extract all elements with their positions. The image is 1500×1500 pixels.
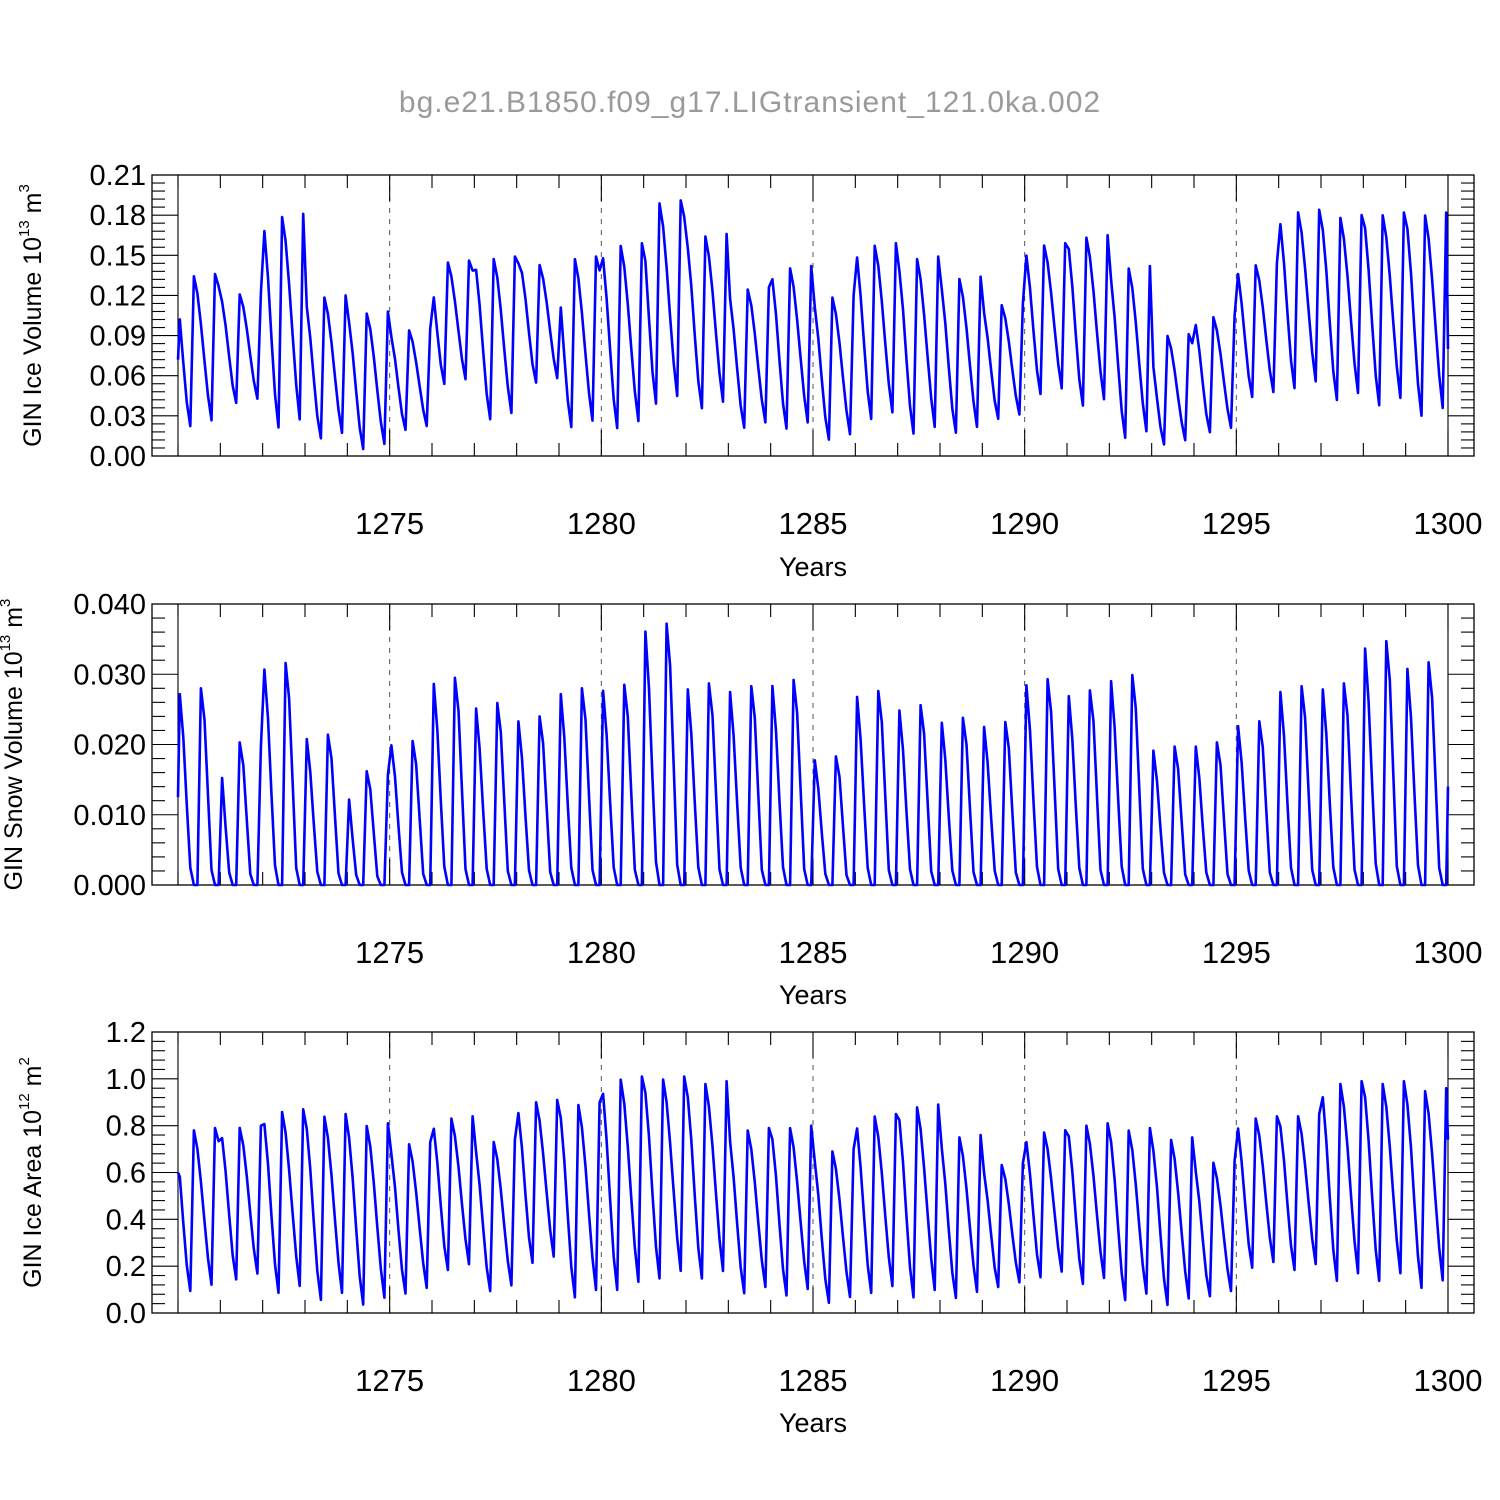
x-tick-label: 1295: [1202, 1363, 1271, 1398]
series-line: [176, 1075, 1450, 1307]
y-axis-title-exponent: 13: [0, 635, 14, 652]
x-tick-label: 1275: [355, 1363, 424, 1398]
y-axis-title: GIN Ice Area 1012 m2: [16, 1057, 47, 1288]
x-tick-label: 1285: [779, 1363, 848, 1398]
y-axis-title: GIN Ice Volume 1013 m3: [16, 184, 47, 447]
y-axis-title: GIN Snow Volume 1013 m3: [0, 599, 28, 891]
y-axis-title-unit-exponent: 3: [0, 599, 14, 607]
y-tick-label: 0.040: [73, 589, 146, 621]
y-tick-label: 0.03: [90, 401, 146, 433]
y-tick-label: 0.2: [106, 1251, 146, 1283]
x-tick-label: 1290: [990, 1363, 1059, 1398]
x-tick-label: 1295: [1202, 506, 1271, 541]
x-axis-title: Years: [779, 980, 847, 1010]
x-axis-title: Years: [779, 552, 847, 582]
y-axis-title-exponent: 13: [16, 220, 33, 237]
y-tick-label: 0.15: [90, 240, 146, 272]
y-tick-label: 0.000: [73, 870, 146, 902]
y-tick-label: 0.4: [106, 1204, 146, 1236]
ice-volume-panel: 0.00 0.03 0.06 0.09 0.12 0.15 0.18 0.21 1275 1280…: [16, 160, 1482, 582]
y-axis-title-unit: m: [19, 193, 47, 221]
y-tick-label: 1.2: [106, 1017, 146, 1049]
x-tick-label: 1300: [1414, 506, 1483, 541]
y-tick-label: 0.030: [73, 659, 146, 691]
series-line: [176, 622, 1450, 887]
y-tick-label: 1.0: [106, 1064, 146, 1096]
ice-area-panel: 0.0 0.2 0.4 0.6 0.8 1.0 1.2 1275 1280 1285 1290 129…: [16, 1017, 1482, 1438]
x-tick-label: 1280: [567, 935, 636, 970]
y-tick-label: 0.8: [106, 1111, 146, 1143]
x-tick-label: 1280: [567, 1363, 636, 1398]
y-tick-label: 0.0: [106, 1298, 146, 1330]
x-axis-title: Years: [779, 1408, 847, 1438]
y-axis-title-base: GIN Ice Volume 10: [19, 237, 47, 447]
y-tick-label: 0.21: [90, 160, 146, 192]
x-tick-label: 1290: [990, 935, 1059, 970]
x-tick-label: 1300: [1414, 935, 1483, 970]
x-tick-label: 1275: [355, 506, 424, 541]
y-tick-label: 0.18: [90, 200, 146, 232]
x-tick-label: 1300: [1414, 1363, 1483, 1398]
y-tick-label: 0.00: [90, 441, 146, 473]
x-tick-label: 1295: [1202, 935, 1271, 970]
x-tick-label: 1285: [779, 506, 848, 541]
x-tick-label: 1280: [567, 506, 636, 541]
series-line: [176, 199, 1450, 451]
y-tick-label: 0.6: [106, 1158, 146, 1190]
y-tick-label: 0.010: [73, 800, 146, 832]
x-tick-label: 1290: [990, 506, 1059, 541]
y-axis-title-unit-exponent: 3: [16, 184, 33, 192]
y-axis-title-unit: m: [19, 1066, 47, 1094]
x-tick-label: 1285: [779, 935, 848, 970]
x-tick-label: 1275: [355, 935, 424, 970]
y-axis-title-base: GIN Ice Area 10: [19, 1110, 47, 1288]
y-tick-label: 0.12: [90, 280, 146, 312]
y-axis-title-exponent: 12: [16, 1093, 33, 1110]
y-tick-label: 0.06: [90, 361, 146, 393]
y-axis-title-unit: m: [0, 607, 28, 635]
snow-volume-panel: 0.000 0.010 0.020 0.030 0.040 1275 1280 1285 129…: [0, 589, 1482, 1010]
y-tick-label: 0.020: [73, 730, 146, 762]
chart-title: bg.e21.B1850.f09_g17.LIGtransient_121.0k…: [399, 86, 1101, 119]
y-tick-label: 0.09: [90, 321, 146, 353]
y-axis-title-unit-exponent: 2: [16, 1057, 33, 1065]
y-axis-title-base: GIN Snow Volume 10: [0, 651, 28, 890]
